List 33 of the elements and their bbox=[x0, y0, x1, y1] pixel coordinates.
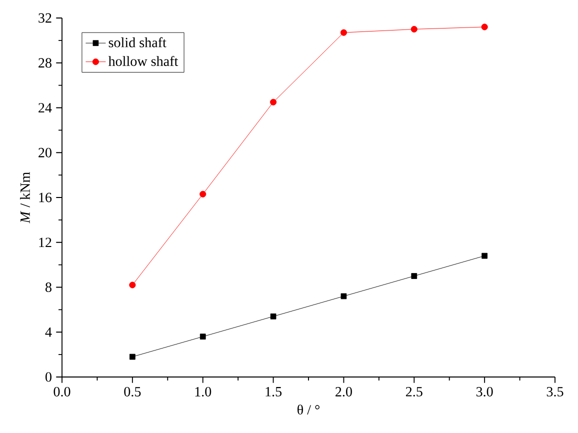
point bbox=[270, 98, 277, 106]
y-tick-label: 8 bbox=[46, 282, 52, 292]
y-axis-title: M / kNm bbox=[20, 172, 30, 224]
y-tick-label: 28 bbox=[38, 58, 52, 68]
point bbox=[270, 313, 276, 320]
x-tick-label: 2.5 bbox=[406, 386, 422, 396]
x-axis-title: θ / ° bbox=[298, 404, 320, 415]
y-tick-label: 4 bbox=[45, 327, 52, 337]
x-tick-label: 2.0 bbox=[336, 386, 352, 397]
point bbox=[340, 293, 347, 300]
point bbox=[200, 334, 206, 340]
y-tick-label: 0 bbox=[46, 372, 52, 382]
point bbox=[411, 273, 418, 279]
x-tick-label: 3.0 bbox=[476, 386, 493, 397]
y-tick-label: 32 bbox=[38, 13, 52, 23]
y-tick-label: 16 bbox=[39, 192, 52, 202]
x-tick-label: 3.5 bbox=[546, 386, 564, 396]
x-tick-label: 0.0 bbox=[54, 386, 70, 397]
point bbox=[200, 190, 206, 198]
legend-label: solid shaft bbox=[108, 37, 166, 48]
point bbox=[481, 24, 488, 30]
point bbox=[482, 252, 488, 259]
x-tick-label: 0.5 bbox=[124, 386, 141, 397]
x-tick-label: 1.0 bbox=[195, 386, 212, 397]
legend-label: hollow shaft bbox=[108, 56, 178, 66]
point bbox=[129, 282, 136, 288]
y-tick-label: 24 bbox=[38, 103, 52, 112]
point bbox=[410, 26, 418, 32]
y-tick-label: 12 bbox=[39, 238, 52, 248]
x-tick-label: 1.5 bbox=[266, 386, 282, 396]
point bbox=[130, 354, 136, 360]
y-tick-label: 20 bbox=[38, 148, 52, 158]
point bbox=[340, 29, 347, 36]
